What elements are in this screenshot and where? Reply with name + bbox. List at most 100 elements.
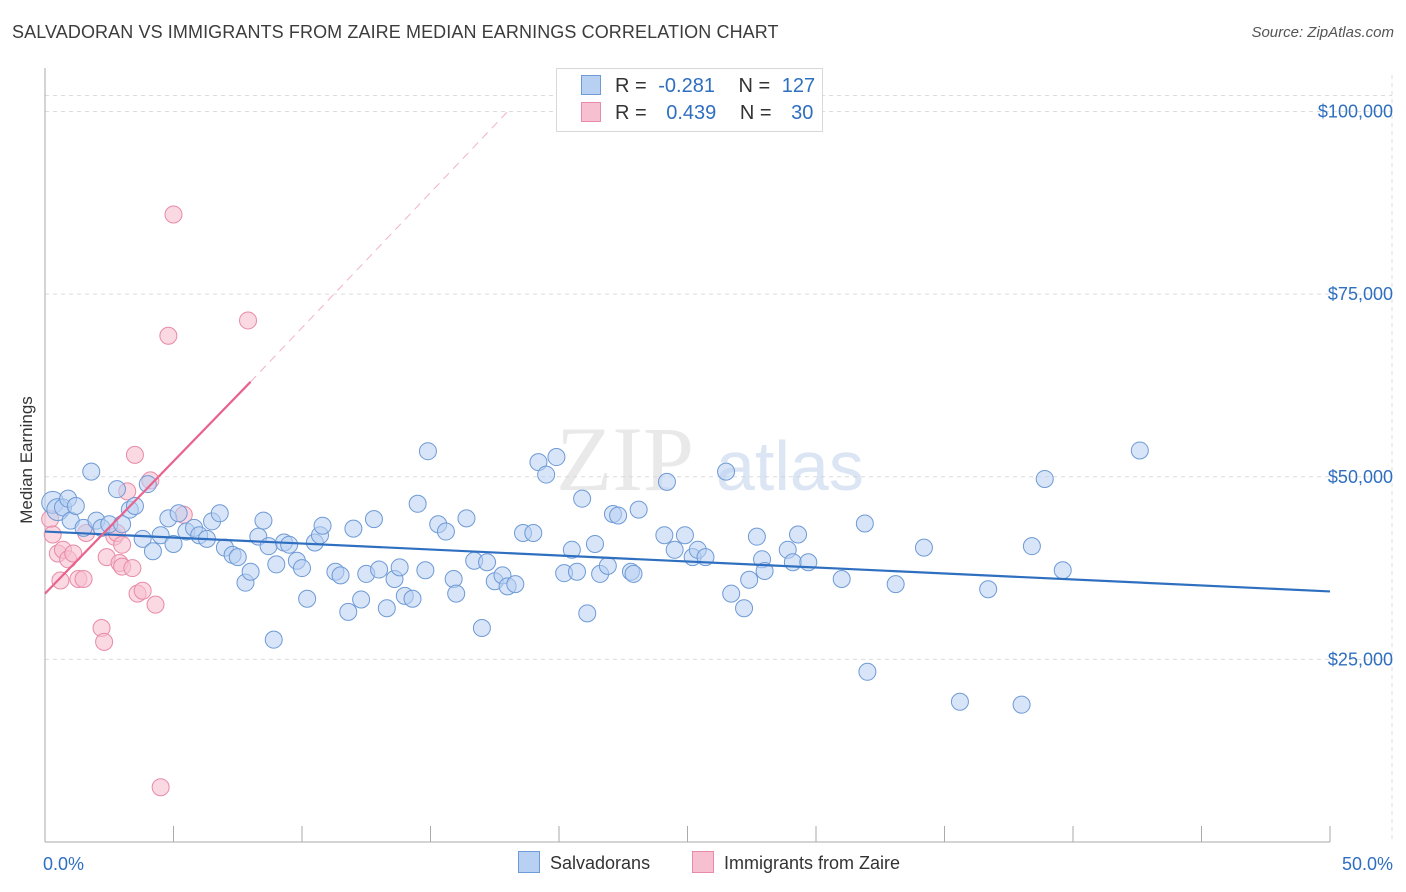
r-value: 0.439 <box>666 102 717 124</box>
legend-item-zaire: Immigrants from Zaire <box>692 851 900 874</box>
stats-legend: R = -0.281 N = 127 R = 0.439 N = 30 <box>556 68 823 132</box>
point-salvadoran <box>735 599 754 618</box>
point-salvadoran <box>364 510 383 529</box>
y-axis-title: Median Earnings <box>17 396 36 524</box>
legend-item-salvadorans: Salvadorans <box>518 851 650 874</box>
point-salvadoran <box>1053 561 1072 580</box>
point-salvadoran <box>293 559 311 578</box>
point-salvadoran <box>259 537 278 556</box>
point-salvadoran <box>624 564 643 583</box>
point-salvadoran <box>66 496 85 515</box>
point-zaire <box>43 525 62 544</box>
point-salvadoran <box>547 448 566 467</box>
point-salvadoran <box>478 553 497 572</box>
point-zaire <box>146 595 165 614</box>
legend-swatch-blue <box>518 851 540 873</box>
point-salvadoran <box>447 584 466 603</box>
point-salvadoran <box>352 590 371 609</box>
point-salvadoran <box>567 562 586 581</box>
point-salvadoran <box>1022 537 1041 556</box>
trend-zaire-extension <box>250 111 508 383</box>
point-salvadoran <box>390 558 409 577</box>
point-salvadoran <box>914 538 933 557</box>
point-zaire <box>239 311 258 330</box>
point-salvadoran <box>313 516 332 535</box>
point-salvadoran <box>717 462 736 481</box>
point-zaire <box>151 778 170 797</box>
point-salvadoran <box>151 526 170 545</box>
point-salvadoran <box>344 519 363 538</box>
point-zaire <box>133 581 152 600</box>
legend-swatch-pink <box>692 851 714 873</box>
point-salvadoran <box>298 589 317 608</box>
point-salvadoran <box>267 555 286 574</box>
x-tick-label-max: 50.0% <box>1342 854 1393 874</box>
point-zaire <box>159 326 178 345</box>
point-salvadoran <box>979 580 998 599</box>
axes <box>44 68 1331 843</box>
point-salvadoran <box>657 472 676 491</box>
point-zaire <box>113 535 132 554</box>
point-salvadoran <box>436 522 455 541</box>
legend-swatch-blue <box>581 75 601 95</box>
point-salvadoran <box>241 562 260 581</box>
chart-title: SALVADORAN VS IMMIGRANTS FROM ZAIRE MEDI… <box>12 22 779 42</box>
point-salvadoran <box>408 494 427 513</box>
point-salvadoran <box>416 561 435 580</box>
r-label: R = <box>615 75 647 97</box>
point-salvadoran <box>740 570 759 589</box>
stats-row-salvadorans: R = -0.281 N = 127 <box>581 75 815 101</box>
point-salvadoran <box>254 511 273 530</box>
legend-label: Salvadorans <box>550 853 651 873</box>
point-salvadoran <box>722 584 741 603</box>
point-salvadoran <box>403 589 422 608</box>
point-salvadoran <box>331 566 350 585</box>
point-zaire <box>125 445 144 464</box>
r-value: -0.281 <box>658 75 715 97</box>
point-salvadoran <box>457 509 476 528</box>
point-salvadoran <box>562 540 581 559</box>
point-salvadoran <box>228 548 247 567</box>
point-salvadoran <box>858 662 877 681</box>
point-salvadoran <box>1130 441 1149 460</box>
point-zaire <box>51 571 70 590</box>
point-salvadoran <box>783 553 802 572</box>
point-salvadoran <box>472 618 491 637</box>
point-salvadoran <box>169 504 188 523</box>
point-salvadoran <box>629 500 648 519</box>
point-salvadoran <box>264 630 283 649</box>
point-salvadoran <box>133 529 152 548</box>
point-salvadoran <box>747 527 766 546</box>
point-salvadoran <box>1035 469 1054 488</box>
point-salvadoran <box>578 604 597 623</box>
point-salvadoran <box>789 525 808 544</box>
point-salvadoran <box>950 692 969 711</box>
legend-label: Immigrants from Zaire <box>724 853 901 873</box>
n-value: 30 <box>791 102 814 124</box>
point-salvadoran <box>143 542 162 561</box>
point-salvadoran <box>832 570 851 589</box>
point-salvadoran <box>377 599 396 618</box>
point-salvadoran <box>1012 695 1031 714</box>
y-tick-label: $25,000 <box>1328 649 1393 669</box>
point-salvadoran <box>855 514 874 533</box>
y-tick-label: $75,000 <box>1328 284 1393 304</box>
point-salvadoran <box>280 535 299 554</box>
point-salvadoran <box>537 465 556 484</box>
point-salvadoran <box>886 575 905 594</box>
point-salvadoran <box>524 524 543 543</box>
point-salvadoran <box>755 561 774 580</box>
n-label: N = <box>738 75 771 97</box>
r-label: R = <box>615 102 647 124</box>
x-tick-label-min: 0.0% <box>43 854 84 874</box>
point-salvadoran <box>573 489 592 508</box>
point-salvadoran <box>125 496 144 515</box>
trend-lines <box>44 111 1331 595</box>
point-salvadoran <box>164 534 183 553</box>
point-zaire <box>95 632 114 651</box>
point-zaire <box>123 559 142 578</box>
point-salvadoran <box>609 506 628 525</box>
tick-labels: $25,000 $50,000 $75,000 $100,000 0.0% 50.0% <box>43 102 1393 874</box>
series-salvadorans-points <box>41 441 1149 714</box>
